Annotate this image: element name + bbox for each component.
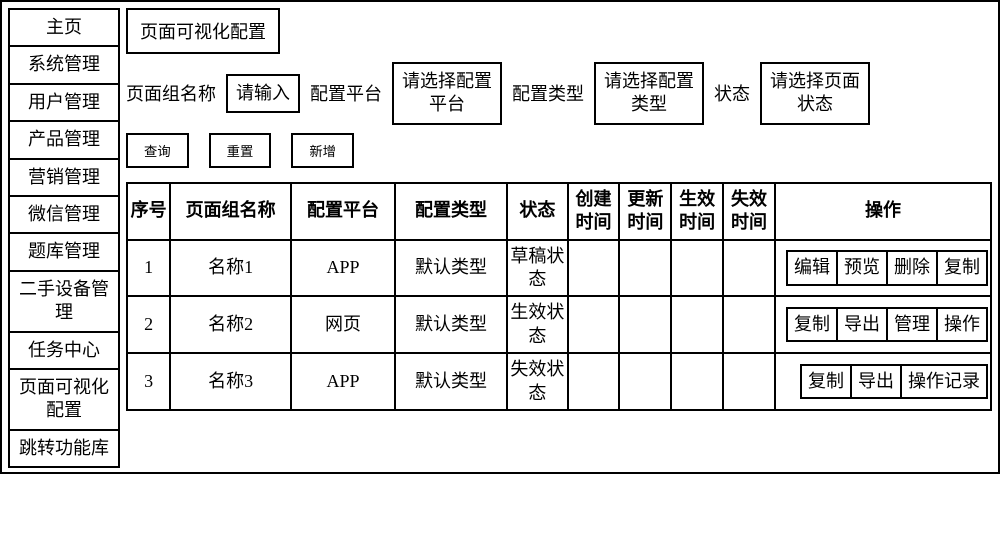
table-cell-expired [723, 353, 775, 410]
table-row: 1名称1APP默认类型草稿状态 编辑预览删除复制 [127, 240, 991, 297]
table-cell-created [568, 240, 620, 297]
table-row: 2名称2网页默认类型生效状态 复制导出管理操作 [127, 296, 991, 353]
table-row: 3名称3APP默认类型失效状态 复制导出操作记录 [127, 353, 991, 410]
op-button[interactable]: 编辑 [786, 250, 838, 285]
table-cell-type: 默认类型 [395, 296, 507, 353]
group-name-input[interactable]: 请输入 [226, 74, 300, 113]
op-button[interactable]: 预览 [836, 250, 888, 285]
sidebar-item-user[interactable]: 用户管理 [8, 83, 120, 122]
type-select[interactable]: 请选择配置类型 [594, 62, 704, 125]
table-cell-name: 名称2 [170, 296, 291, 353]
table-header-cell: 创建时间 [568, 183, 620, 240]
filter-label-type: 配置类型 [512, 80, 584, 106]
table-cell-created [568, 296, 620, 353]
sidebar-item-jump-library[interactable]: 跳转功能库 [8, 429, 120, 468]
table-cell-name: 名称3 [170, 353, 291, 410]
status-select[interactable]: 请选择页面状态 [760, 62, 870, 125]
sidebar-item-marketing[interactable]: 营销管理 [8, 158, 120, 197]
table-cell-updated [619, 240, 671, 297]
op-button[interactable]: 操作 [936, 307, 988, 342]
table-cell-effective [671, 353, 723, 410]
table-header-row: 序号页面组名称配置平台配置类型状态创建时间更新时间生效时间失效时间操作 [127, 183, 991, 240]
sidebar-item-page-visual-config[interactable]: 页面可视化配置 [8, 368, 120, 431]
reset-button[interactable]: 重置 [209, 133, 272, 168]
sidebar-item-wechat[interactable]: 微信管理 [8, 195, 120, 234]
add-button[interactable]: 新增 [291, 133, 354, 168]
query-button[interactable]: 查询 [126, 133, 189, 168]
table-cell-expired [723, 240, 775, 297]
sidebar-item-used-equipment[interactable]: 二手设备管理 [8, 270, 120, 333]
table-header-cell: 页面组名称 [170, 183, 291, 240]
sidebar-item-home[interactable]: 主页 [8, 8, 120, 47]
op-button[interactable]: 操作记录 [900, 364, 988, 399]
table-header-cell: 生效时间 [671, 183, 723, 240]
table-cell-ops: 复制导出管理操作 [775, 296, 991, 353]
sidebar-item-system[interactable]: 系统管理 [8, 45, 120, 84]
filter-label-group-name: 页面组名称 [126, 80, 216, 106]
table-cell-platform: APP [291, 353, 395, 410]
filter-label-platform: 配置平台 [310, 80, 382, 106]
sidebar-item-product[interactable]: 产品管理 [8, 120, 120, 159]
table-cell-status: 失效状态 [507, 353, 567, 410]
table-cell-expired [723, 296, 775, 353]
data-table: 序号页面组名称配置平台配置类型状态创建时间更新时间生效时间失效时间操作 1名称1… [126, 182, 992, 411]
table-header-cell: 序号 [127, 183, 170, 240]
table-cell-type: 默认类型 [395, 353, 507, 410]
op-button[interactable]: 复制 [786, 307, 838, 342]
op-button[interactable]: 复制 [936, 250, 988, 285]
op-button[interactable]: 删除 [886, 250, 938, 285]
table-header-cell: 失效时间 [723, 183, 775, 240]
sidebar-item-task-center[interactable]: 任务中心 [8, 331, 120, 370]
table-cell-ops: 编辑预览删除复制 [775, 240, 991, 297]
page-title: 页面可视化配置 [126, 8, 280, 54]
sidebar: 主页 系统管理 用户管理 产品管理 营销管理 微信管理 题库管理 二手设备管理 … [8, 8, 120, 466]
action-bar: 查询 重置 新增 [126, 133, 992, 168]
op-button[interactable]: 管理 [886, 307, 938, 342]
table-cell-effective [671, 296, 723, 353]
table-cell-ops: 复制导出操作记录 [775, 353, 991, 410]
table-cell-created [568, 353, 620, 410]
table-cell-updated [619, 353, 671, 410]
op-button[interactable]: 导出 [850, 364, 902, 399]
table-cell-seq: 1 [127, 240, 170, 297]
op-button[interactable]: 导出 [836, 307, 888, 342]
table-header-cell: 配置平台 [291, 183, 395, 240]
table-cell-platform: 网页 [291, 296, 395, 353]
table-cell-effective [671, 240, 723, 297]
filter-bar: 页面组名称 请输入 配置平台 请选择配置平台 配置类型 请选择配置类型 状态 请… [126, 62, 992, 125]
platform-select[interactable]: 请选择配置平台 [392, 62, 502, 125]
table-cell-status: 生效状态 [507, 296, 567, 353]
app-container: 主页 系统管理 用户管理 产品管理 营销管理 微信管理 题库管理 二手设备管理 … [0, 0, 1000, 474]
table-cell-status: 草稿状态 [507, 240, 567, 297]
table-cell-platform: APP [291, 240, 395, 297]
op-button[interactable]: 复制 [800, 364, 852, 399]
filter-label-status: 状态 [714, 80, 750, 106]
table-header-cell: 配置类型 [395, 183, 507, 240]
table-header-cell: 操作 [775, 183, 991, 240]
table-cell-seq: 2 [127, 296, 170, 353]
table-header-cell: 更新时间 [619, 183, 671, 240]
table-header-cell: 状态 [507, 183, 567, 240]
sidebar-item-question-bank[interactable]: 题库管理 [8, 232, 120, 271]
table-cell-type: 默认类型 [395, 240, 507, 297]
table-cell-name: 名称1 [170, 240, 291, 297]
table-cell-seq: 3 [127, 353, 170, 410]
main-content: 页面可视化配置 页面组名称 请输入 配置平台 请选择配置平台 配置类型 请选择配… [126, 8, 992, 466]
table-cell-updated [619, 296, 671, 353]
